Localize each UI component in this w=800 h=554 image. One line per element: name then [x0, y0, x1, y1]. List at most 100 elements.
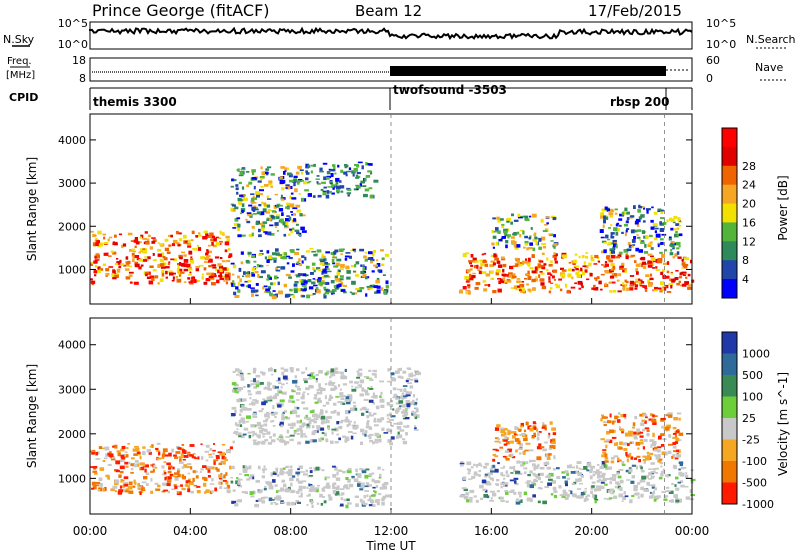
echo-cell: [498, 280, 501, 285]
echo-cell: [242, 465, 248, 469]
echo-cell: [397, 436, 401, 438]
echo-cell: [287, 469, 293, 472]
echo-cell: [248, 465, 252, 470]
echo-cell: [179, 262, 182, 266]
echo-cell: [312, 278, 316, 280]
echo-cell: [279, 176, 283, 179]
echo-cell: [675, 437, 680, 442]
echo-cell: [337, 384, 341, 388]
echo-cell: [249, 491, 254, 495]
echo-cell: [239, 413, 242, 417]
echo-cell: [239, 408, 243, 413]
echo-cell: [357, 161, 363, 164]
echo-cell: [231, 413, 236, 416]
echo-cell: [288, 216, 292, 221]
echo-cell: [222, 275, 227, 278]
echo-cell: [170, 234, 173, 238]
echo-cell: [608, 211, 613, 213]
echo-cell: [292, 409, 297, 412]
echo-cell: [676, 234, 681, 237]
echo-cell: [513, 433, 517, 436]
noise-left-tick-top: 10^5: [58, 17, 88, 30]
echo-cell: [626, 479, 631, 481]
echo-cell: [174, 472, 178, 475]
echo-cell: [257, 441, 261, 444]
echo-cell: [621, 431, 624, 434]
echo-cell: [610, 242, 615, 245]
echo-cell: [494, 427, 500, 431]
echo-cell: [570, 490, 573, 495]
echo-cell: [216, 468, 220, 472]
echo-cell: [233, 387, 238, 391]
echo-cell: [144, 231, 148, 234]
echo-cell: [301, 283, 305, 285]
echo-cell: [211, 478, 214, 482]
echo-cell: [608, 259, 614, 263]
echo-cell: [621, 500, 624, 502]
echo-cell: [607, 420, 612, 424]
echo-cell: [247, 384, 250, 388]
echo-cell: [619, 265, 624, 268]
echo-cell: [503, 439, 507, 442]
echo-cell: [272, 433, 276, 437]
echo-cell: [476, 473, 479, 476]
echo-cell: [381, 263, 385, 266]
echo-cell: [181, 444, 185, 446]
echo-cell: [402, 385, 408, 387]
echo-cell: [261, 475, 265, 479]
echo-cell: [325, 289, 331, 293]
echo-cell: [332, 256, 337, 259]
echo-cell: [375, 433, 380, 437]
power-y-axis-label: Slant Range [km]: [25, 157, 39, 261]
echo-cell: [251, 254, 256, 258]
echo-cell: [345, 396, 350, 400]
echo-cell: [666, 219, 669, 223]
echo-cell: [321, 387, 326, 392]
echo-cell: [289, 205, 294, 208]
echo-cell: [400, 404, 405, 408]
echo-cell: [290, 249, 295, 253]
echo-cell: [326, 190, 330, 194]
echo-cell: [149, 275, 155, 279]
echo-cell: [128, 461, 131, 465]
echo-cell: [647, 279, 651, 284]
echo-cell: [496, 483, 499, 486]
echo-cell: [603, 215, 606, 220]
echo-cell: [256, 421, 261, 425]
echo-cell: [186, 463, 192, 466]
echo-cell: [92, 242, 97, 247]
echo-cell: [259, 249, 263, 252]
echo-cell: [507, 449, 512, 453]
echo-cell: [652, 223, 658, 227]
echo-cell: [112, 252, 117, 255]
echo-cell: [678, 245, 681, 248]
echo-cell: [300, 396, 305, 400]
echo-cell: [179, 458, 182, 463]
echo-cell: [501, 474, 506, 477]
echo-cell: [290, 230, 293, 234]
echo-cell: [662, 269, 665, 272]
echo-cell: [564, 480, 568, 484]
echo-cell: [687, 284, 692, 287]
echo-cell: [258, 204, 262, 207]
echo-cell: [497, 288, 502, 293]
echo-cell: [650, 445, 653, 448]
echo-cell: [162, 262, 167, 266]
echo-cell: [254, 380, 260, 383]
echo-cell: [366, 494, 369, 498]
echo-cell: [654, 286, 658, 290]
echo-cell: [264, 256, 267, 260]
echo-cell: [297, 387, 301, 391]
echo-cell: [463, 496, 469, 500]
echo-cell: [506, 217, 511, 221]
echo-cell: [266, 278, 270, 281]
echo-cell: [345, 252, 351, 254]
echo-cell: [145, 472, 150, 476]
echo-cell: [301, 172, 304, 175]
echo-cell: [204, 491, 207, 494]
echo-cell: [552, 445, 556, 449]
echo-cell: [657, 460, 662, 463]
echo-cell: [125, 276, 131, 280]
echo-cell: [240, 168, 246, 171]
echo-cell: [251, 402, 256, 406]
